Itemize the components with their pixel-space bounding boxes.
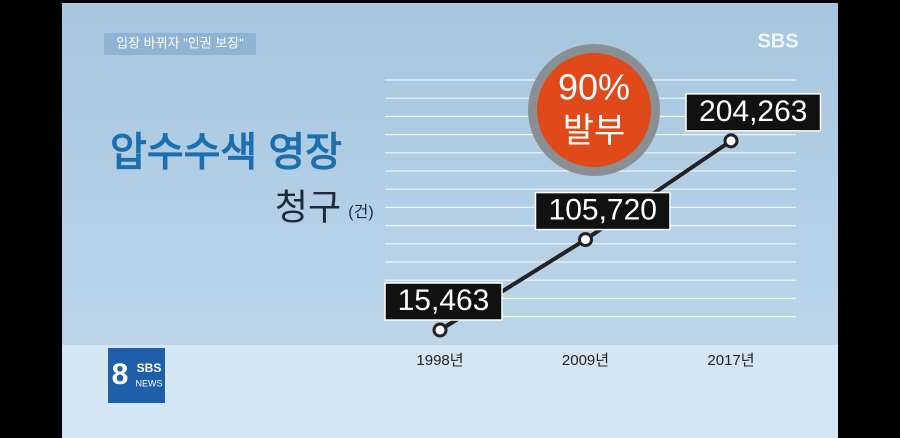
badge [537, 53, 651, 167]
x-tick-label: 2009년 [562, 352, 609, 369]
point [432, 322, 448, 338]
logo-box [108, 348, 165, 403]
plot: 15,463 1998년 105,720 2009년 204,263 2017년 [384, 93, 822, 369]
channel: SBS [757, 30, 798, 52]
bottom-band [62, 345, 838, 438]
tag-box [104, 33, 256, 55]
badge-value: 90% [558, 67, 630, 108]
value-label: 204,263 [699, 95, 807, 128]
chart-title: 압수수색 영장 [110, 131, 342, 175]
value-label: 15,463 [398, 284, 490, 317]
logo-label: NEWS [136, 378, 163, 388]
value-label-box [534, 191, 671, 231]
point [723, 133, 739, 149]
x-tick-label: 2017년 [707, 352, 754, 369]
badge-label: 발부 [563, 112, 626, 150]
logo-brand: SBS [137, 361, 162, 375]
point [578, 232, 593, 248]
value-label-box [685, 93, 822, 132]
logo-number: 8 [112, 358, 129, 391]
unit: (건) [348, 203, 373, 221]
value-label-box [384, 282, 503, 321]
x-tick-label: 1998년 [416, 352, 463, 369]
chart-subtitle: 청구 [275, 187, 341, 228]
tag: 입장 바뀌자 "인권 보장" [116, 35, 244, 50]
value-label: 105,720 [549, 194, 657, 227]
